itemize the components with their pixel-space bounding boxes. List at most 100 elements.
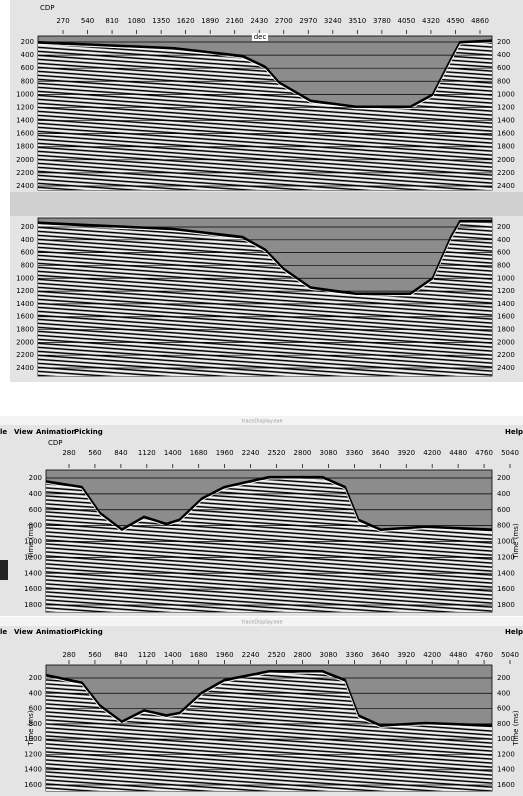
x-tick-label: 4860 [471, 17, 489, 25]
seafloor-reflector [37, 219, 492, 296]
y-tick-label: 1200 [24, 553, 42, 561]
menu-item[interactable]: Picking [74, 428, 103, 436]
y-axis-label: Time (ms) [512, 523, 520, 560]
x-tick-label: 1620 [177, 17, 195, 25]
x-tick-label: 3360 [345, 651, 363, 659]
y-tick-label: 2200 [497, 351, 515, 359]
y-tick-label: 1400 [497, 766, 515, 774]
y-tick-label: 200 [497, 223, 510, 231]
y-tick-label: 1000 [497, 538, 515, 546]
menu-item[interactable]: Help [505, 628, 523, 636]
y-tick-label: 600 [21, 249, 34, 257]
y-tick-label: 600 [29, 506, 42, 514]
y-tick-label: 2400 [16, 364, 34, 372]
x-tick-label: 4050 [397, 17, 415, 25]
x-tick-label: 2430 [250, 17, 268, 25]
menu-item[interactable]: le [0, 428, 7, 436]
x-tick-label: 1680 [190, 651, 208, 659]
menu-item[interactable]: le [0, 628, 7, 636]
y-tick-label: 1400 [24, 766, 42, 774]
y-tick-label: 1800 [497, 601, 515, 609]
x-tick-label: 5040 [501, 449, 519, 457]
x-tick-label: 2160 [226, 17, 244, 25]
y-tick-label: 400 [29, 689, 42, 697]
x-tick-label: 1960 [216, 449, 234, 457]
menu-item[interactable]: View [14, 428, 33, 436]
x-tick-label: 2520 [268, 449, 286, 457]
x-tick-label: 270 [56, 17, 69, 25]
x-tick-label: 3510 [348, 17, 366, 25]
y-tick-label: 200 [497, 674, 510, 682]
seismic-section [38, 40, 492, 190]
y-tick-label: 1800 [497, 326, 515, 334]
x-tick-label: 280 [62, 651, 75, 659]
menu-item[interactable]: Picking [74, 628, 103, 636]
y-tick-label: 1600 [16, 130, 34, 138]
x-tick-label: 2700 [275, 17, 293, 25]
y-tick-label: 1000 [497, 90, 515, 98]
seismic-section [38, 221, 492, 376]
y-axis-label: Time (ms) [27, 710, 35, 747]
x-tick-label: 540 [81, 17, 94, 25]
x-tick-label: 2240 [242, 449, 260, 457]
y-tick-label: 1400 [497, 117, 515, 125]
y-tick-label: 400 [21, 236, 34, 244]
window-title: traceDisplay.exe [241, 419, 282, 425]
y-tick-label: 800 [497, 77, 510, 85]
x-tick-label: 3640 [371, 651, 389, 659]
y-tick-label: 1600 [497, 130, 515, 138]
x-tick-label: 1890 [201, 17, 219, 25]
x-tick-label: 3360 [345, 449, 363, 457]
y-tick-label: 2200 [497, 169, 515, 177]
x-tick-label: 4480 [449, 449, 467, 457]
y-tick-label: 200 [497, 38, 510, 46]
x-tick-label: 840 [114, 449, 127, 457]
y-tick-label: 1400 [16, 117, 34, 125]
x-tick-label: 3080 [319, 449, 337, 457]
menu-item[interactable]: View [14, 628, 33, 636]
y-tick-label: 1600 [24, 585, 42, 593]
y-tick-label: 2200 [16, 351, 34, 359]
y-tick-label: 2400 [497, 364, 515, 372]
y-tick-label: 1600 [24, 781, 42, 789]
y-tick-label: 1000 [24, 538, 42, 546]
y-tick-label: 1000 [24, 735, 42, 743]
y-tick-label: 1400 [497, 300, 515, 308]
y-tick-label: 2000 [497, 156, 515, 164]
x-tick-label: 5040 [501, 651, 519, 659]
x-tick-label: 2800 [294, 651, 312, 659]
x-tick-label: 1680 [190, 449, 208, 457]
seismic-section [46, 671, 492, 791]
title-bar [0, 617, 523, 626]
x-tick-label: 810 [105, 17, 118, 25]
y-axis-label: Time (ms) [512, 710, 520, 747]
menu-item[interactable]: Help [505, 428, 523, 436]
x-tick-label: 3780 [373, 17, 391, 25]
x-tick-label: 4760 [475, 449, 493, 457]
y-tick-label: 200 [29, 674, 42, 682]
seafloor-reflector [37, 42, 493, 110]
y-tick-label: 400 [29, 490, 42, 498]
y-tick-label: 800 [21, 261, 34, 269]
y-tick-label: 400 [497, 236, 510, 244]
title-bar [0, 416, 523, 425]
side-widget [0, 560, 8, 580]
y-axis-label: Time (ms) [27, 523, 35, 560]
x-tick-label: 1400 [164, 449, 182, 457]
menu-item[interactable]: Animation [36, 628, 76, 636]
y-tick-label: 400 [21, 51, 34, 59]
y-tick-label: 1400 [497, 569, 515, 577]
y-tick-label: 2400 [16, 182, 34, 190]
x-tick-label: 2520 [268, 651, 286, 659]
y-tick-label: 600 [497, 506, 510, 514]
y-tick-label: 800 [497, 720, 510, 728]
x-tick-label: 1120 [138, 449, 156, 457]
x-axis-label: CDP [40, 4, 55, 12]
y-tick-label: 400 [497, 689, 510, 697]
y-tick-label: 600 [497, 705, 510, 713]
x-tick-label: 560 [88, 651, 101, 659]
y-tick-label: 1200 [16, 103, 34, 111]
x-tick-label: 4760 [475, 651, 493, 659]
menu-item[interactable]: Animation [36, 428, 76, 436]
